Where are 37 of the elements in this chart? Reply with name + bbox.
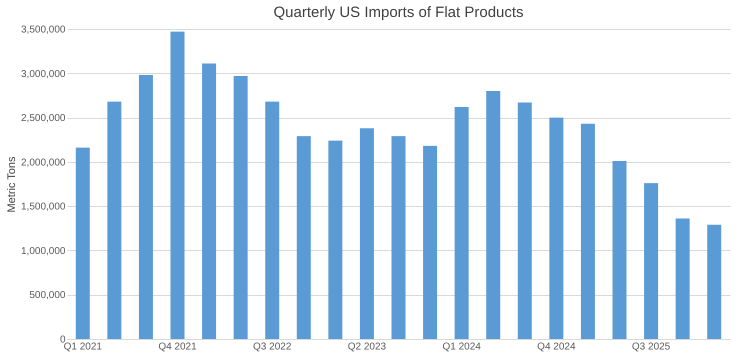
- y-tick-label: 3,500,000: [21, 24, 66, 36]
- x-tick-label: Q3 2022: [253, 342, 292, 352]
- x-tick-label: Q1 2021: [64, 342, 102, 352]
- bar: [486, 91, 500, 339]
- bar: [676, 218, 690, 339]
- bar: [202, 64, 216, 339]
- y-tick-label: 1,500,000: [21, 202, 66, 213]
- bar: [580, 124, 595, 339]
- y-axis-title: Metric Tons: [6, 156, 18, 213]
- y-tick-label: 2,000,000: [21, 157, 66, 168]
- bar: [107, 102, 122, 339]
- x-tick-label: Q4 2024: [537, 342, 576, 352]
- y-tick-label: 500,000: [29, 290, 66, 302]
- bar: [170, 32, 184, 339]
- bar: [644, 183, 658, 339]
- bar: [296, 136, 311, 339]
- y-tick-label: 1,000,000: [21, 246, 66, 257]
- y-tick-label: 3,000,000: [21, 68, 66, 80]
- bar: [234, 76, 248, 339]
- bar: [328, 140, 342, 339]
- bar: [138, 75, 153, 339]
- x-tick-label: Q1 2024: [442, 342, 482, 352]
- bar: [454, 106, 469, 339]
- x-tick-label: Q2 2023: [348, 342, 387, 352]
- x-tick-label: Q4 2021: [158, 342, 198, 352]
- bar: [423, 146, 438, 339]
- bar: [392, 136, 406, 339]
- chart-title: Quarterly US Imports of Flat Products: [273, 4, 524, 21]
- bar: [518, 102, 532, 339]
- bar: [76, 148, 90, 339]
- bar: [360, 128, 374, 339]
- y-tick-label: 2,500,000: [21, 113, 66, 124]
- x-tick-label: Q3 2025: [632, 342, 671, 352]
- bar: [612, 160, 626, 339]
- bar: [265, 102, 280, 339]
- bar: [549, 118, 564, 339]
- bar: [707, 224, 722, 339]
